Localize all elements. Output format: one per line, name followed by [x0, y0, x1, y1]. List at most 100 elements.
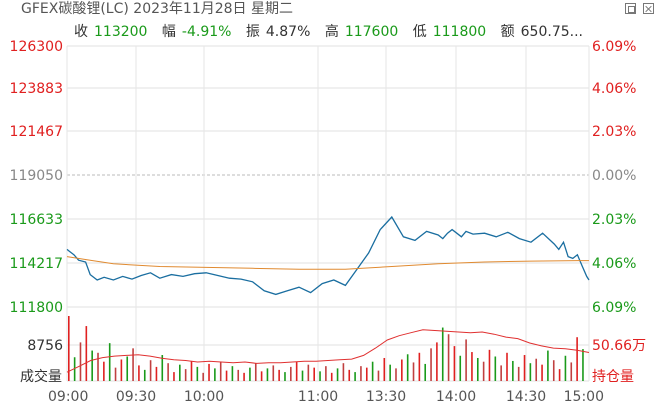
volume-bar	[371, 361, 374, 381]
volume-bar	[214, 368, 216, 381]
price-tick-label: 126300	[10, 39, 63, 55]
volume-bar	[243, 372, 245, 381]
low-label: 低	[412, 24, 427, 40]
volume-bar	[348, 369, 351, 381]
volume-bar	[336, 368, 339, 381]
volume-bar	[79, 342, 82, 381]
volume-bar	[459, 355, 462, 381]
time-tick-label: 09:30	[116, 389, 156, 405]
volume-bar	[465, 339, 467, 381]
time-tick-label: 15:00	[564, 389, 604, 405]
volume-bar	[108, 343, 111, 381]
price-tick-label: 121467	[10, 124, 63, 140]
volume-bar	[523, 355, 526, 381]
amount-label: 额	[500, 24, 515, 40]
close-icon[interactable]	[643, 3, 654, 14]
volume-bar	[582, 349, 584, 381]
volume-tick-label: 8756	[27, 338, 63, 354]
price-lines	[66, 215, 590, 373]
volume-bar	[500, 365, 502, 381]
volume-bar	[453, 346, 456, 381]
volume-bar	[301, 370, 304, 381]
volume-bar	[319, 371, 321, 381]
volume-bar	[126, 356, 129, 381]
volume-bar	[360, 366, 362, 381]
time-tick-label: 10:00	[184, 389, 224, 405]
time-tick-label: 09:00	[48, 389, 88, 405]
chart-grid	[66, 45, 590, 382]
volume-bar	[295, 361, 298, 381]
volume-bar	[506, 352, 508, 381]
time-tick-label: 13:30	[366, 389, 406, 405]
volume-bar	[91, 350, 93, 381]
volume-bar	[547, 350, 549, 381]
volume-bar	[476, 357, 479, 381]
volume-bar	[377, 370, 380, 381]
price-line	[66, 215, 590, 296]
volume-bar	[161, 355, 164, 381]
volume-bar	[558, 369, 561, 381]
volume-bar	[412, 362, 415, 381]
amplitude-label: 振	[245, 24, 260, 40]
volume-bar	[401, 359, 403, 381]
pct-tick-label: 4.06%	[592, 81, 636, 97]
pct-tick-label: 4.06%	[592, 256, 636, 272]
volume-bar	[266, 368, 269, 381]
volume-bars	[68, 316, 584, 381]
range-pct-value: -4.91%	[181, 24, 232, 40]
volume-bar	[570, 362, 573, 381]
price-tick-label: 123883	[10, 81, 63, 97]
volume-bar	[254, 363, 257, 381]
volume-bar	[103, 361, 105, 381]
volume-bar	[424, 363, 427, 381]
restore-icon[interactable]	[625, 3, 636, 14]
volume-bar	[202, 372, 204, 381]
volume-bar	[190, 360, 193, 381]
volume-bar	[330, 372, 333, 381]
volume-bar	[389, 364, 391, 381]
volume-bar	[114, 367, 117, 381]
close-label: 收	[74, 24, 88, 40]
volume-bar	[512, 360, 514, 381]
amplitude-value: 4.87%	[265, 24, 311, 40]
quote-info-bar: 收 113200 幅 -4.91% 振 4.87% 高 117600 低 111800 额…	[74, 21, 593, 41]
pct-tick-label: 0.00%	[592, 168, 636, 184]
volume-bar	[576, 337, 578, 381]
price-tick-label: 119050	[10, 168, 63, 184]
volume-bar	[225, 370, 228, 381]
volume-bar	[471, 352, 473, 381]
volume-bar	[342, 363, 345, 381]
average-price-line	[66, 256, 589, 270]
volume-bar	[441, 327, 444, 381]
volume-bar	[541, 364, 543, 381]
close-value: 113200	[94, 24, 148, 40]
volume-bar	[120, 359, 123, 381]
volume-bar	[488, 349, 491, 381]
volume-bar	[184, 369, 187, 381]
volume-bar	[208, 363, 210, 381]
pct-axis-right: 6.09% 4.06% 2.03% 0.00% 2.03% 4.06% 6.09%	[592, 39, 636, 316]
pct-tick-label: 6.09%	[592, 300, 636, 316]
volume-bar	[307, 364, 310, 381]
volume-bar	[406, 354, 409, 381]
time-tick-label: 14:30	[506, 389, 546, 405]
volume-bar	[552, 360, 555, 381]
volume-bar	[517, 366, 520, 381]
high-value: 117600	[344, 24, 399, 40]
volume-bar	[237, 369, 240, 381]
volume-bar	[354, 372, 356, 381]
volume-bar	[272, 365, 275, 381]
time-tick-label: 11:00	[298, 389, 338, 405]
price-axis-left: 126300 123883 121467 119050 116633 114217 1118…	[10, 39, 63, 316]
pct-tick-label: 2.03%	[592, 124, 636, 140]
volume-bar	[138, 365, 140, 381]
volume-bar	[85, 326, 88, 381]
volume-bar	[155, 366, 158, 381]
volume-bar	[278, 369, 280, 381]
price-tick-label: 111800	[10, 300, 63, 316]
volume-bar	[436, 342, 438, 381]
pct-tick-label: 2.03%	[592, 212, 636, 228]
volume-bar	[249, 367, 251, 381]
volume-bar	[482, 361, 485, 381]
